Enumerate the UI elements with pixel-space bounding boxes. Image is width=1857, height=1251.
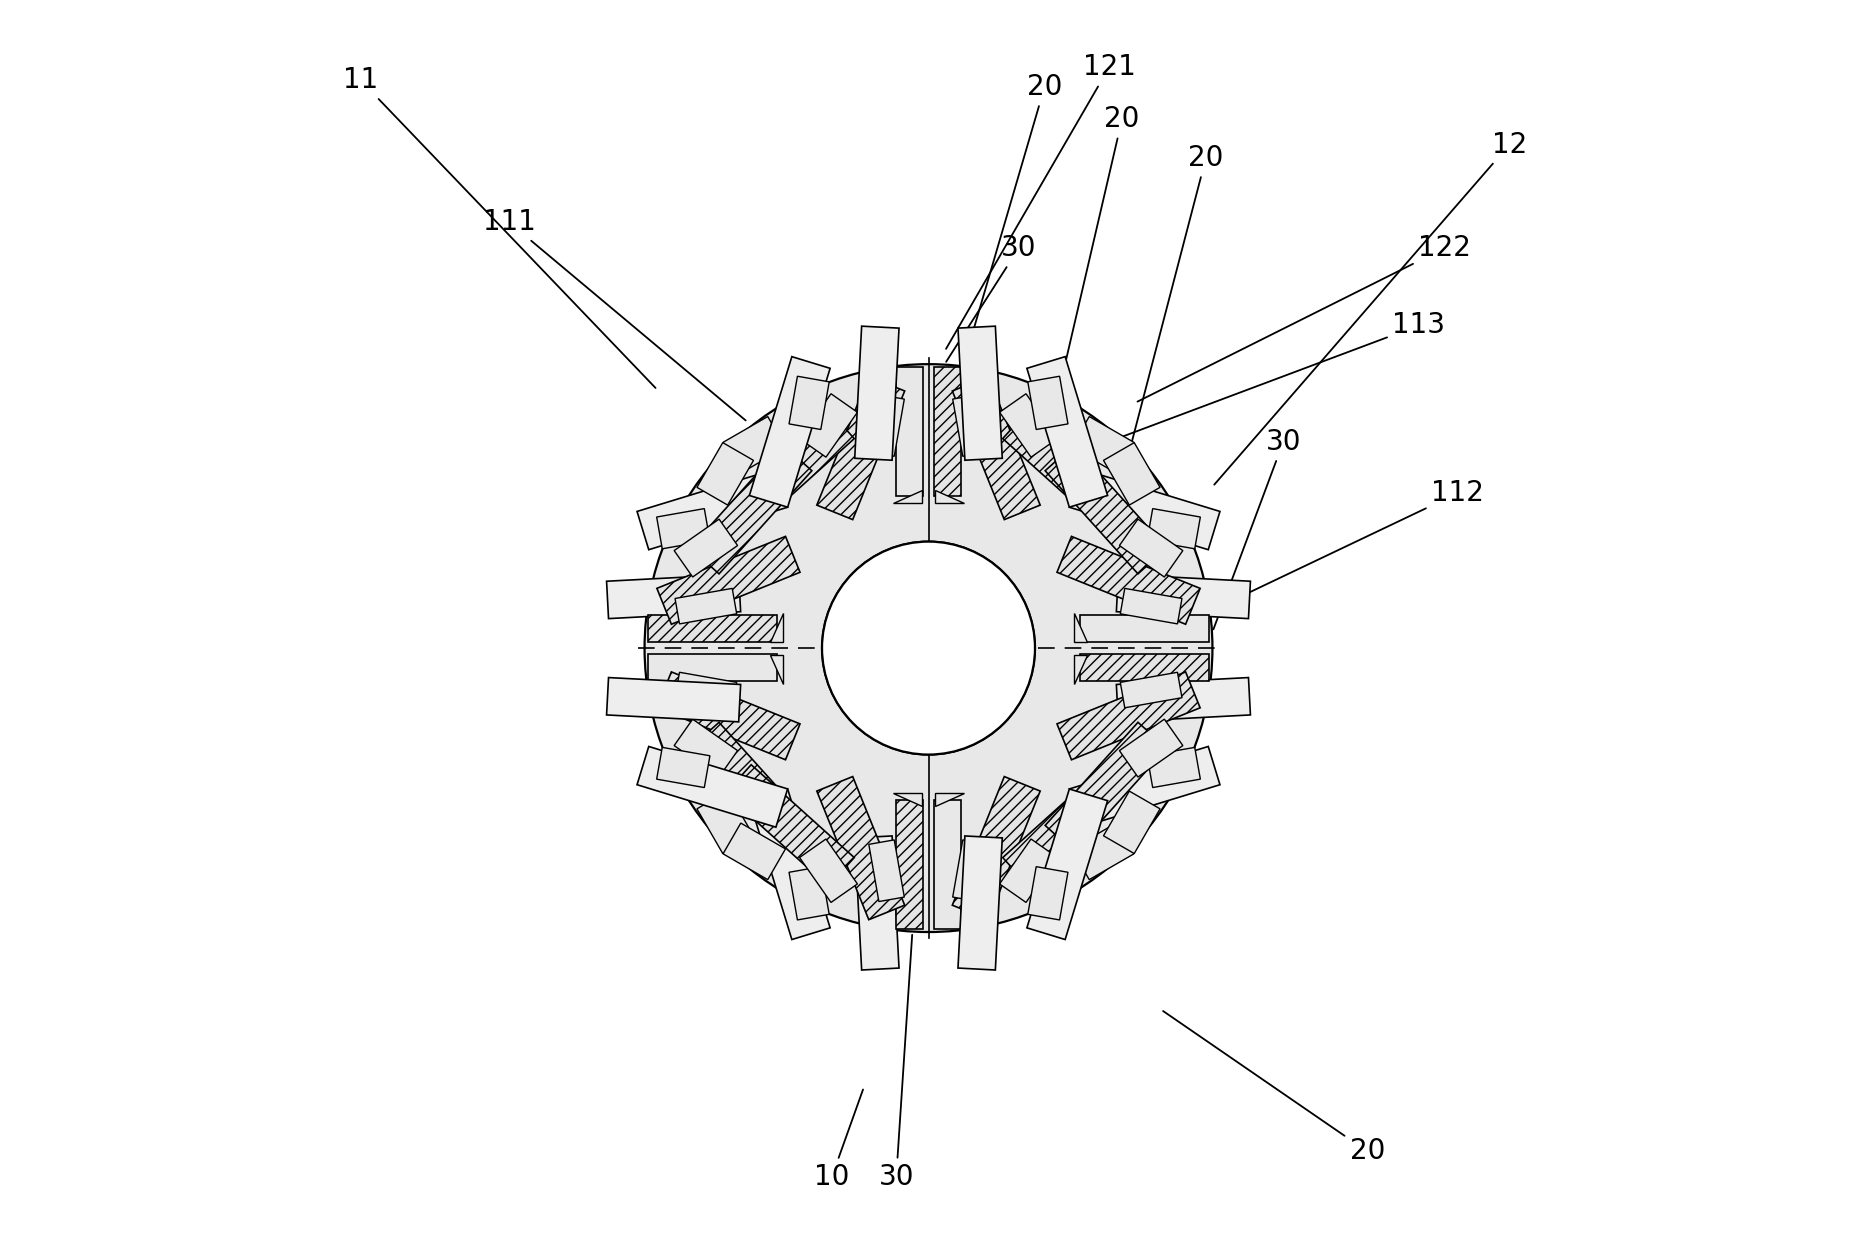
Polygon shape	[953, 777, 1040, 919]
Polygon shape	[607, 574, 741, 618]
Text: 113: 113	[1112, 311, 1445, 440]
Polygon shape	[1070, 469, 1220, 549]
Polygon shape	[800, 839, 858, 902]
Circle shape	[823, 542, 1034, 754]
Polygon shape	[1027, 377, 1068, 429]
Polygon shape	[1120, 519, 1183, 577]
Polygon shape	[1103, 791, 1161, 853]
Text: 112: 112	[1188, 479, 1484, 620]
Text: 111: 111	[483, 208, 747, 420]
Polygon shape	[854, 327, 899, 460]
Polygon shape	[607, 678, 741, 722]
Polygon shape	[800, 394, 858, 457]
Polygon shape	[817, 777, 904, 919]
Polygon shape	[1120, 672, 1181, 708]
Polygon shape	[1045, 722, 1166, 852]
Polygon shape	[1003, 410, 1131, 532]
Polygon shape	[789, 867, 830, 919]
Polygon shape	[953, 839, 988, 902]
Polygon shape	[1045, 445, 1166, 574]
Polygon shape	[869, 394, 904, 457]
Polygon shape	[1148, 509, 1200, 549]
Polygon shape	[817, 377, 904, 519]
Polygon shape	[934, 490, 964, 503]
Polygon shape	[854, 836, 899, 970]
Polygon shape	[657, 672, 800, 759]
Polygon shape	[1057, 537, 1200, 624]
Polygon shape	[750, 357, 830, 507]
Polygon shape	[895, 368, 923, 497]
Polygon shape	[1027, 357, 1107, 507]
Polygon shape	[676, 588, 737, 624]
Polygon shape	[637, 747, 787, 827]
Polygon shape	[958, 327, 1003, 460]
Circle shape	[644, 364, 1213, 932]
Polygon shape	[1120, 719, 1183, 777]
Polygon shape	[696, 443, 754, 505]
Polygon shape	[934, 793, 964, 806]
Polygon shape	[726, 410, 854, 532]
Polygon shape	[674, 719, 737, 777]
Polygon shape	[657, 747, 709, 788]
Polygon shape	[893, 793, 923, 806]
Text: 20: 20	[1129, 144, 1224, 452]
Polygon shape	[1070, 747, 1220, 827]
Polygon shape	[934, 368, 962, 497]
Polygon shape	[691, 445, 812, 574]
Polygon shape	[771, 654, 784, 683]
Text: 20: 20	[1058, 105, 1140, 394]
Polygon shape	[1103, 443, 1161, 505]
Polygon shape	[1148, 747, 1200, 788]
Polygon shape	[676, 672, 737, 708]
Polygon shape	[895, 799, 923, 928]
Polygon shape	[1081, 654, 1209, 681]
Polygon shape	[1057, 672, 1200, 759]
Text: 30: 30	[1213, 428, 1302, 629]
Text: 122: 122	[1138, 234, 1471, 402]
Polygon shape	[953, 377, 1040, 519]
Text: 121: 121	[945, 54, 1136, 349]
Text: 11: 11	[344, 66, 656, 388]
Polygon shape	[1073, 613, 1086, 642]
Polygon shape	[1071, 823, 1135, 879]
Text: 12: 12	[1214, 131, 1526, 484]
Polygon shape	[722, 417, 786, 473]
Text: 10: 10	[813, 1090, 864, 1191]
Polygon shape	[1003, 764, 1131, 887]
Polygon shape	[999, 839, 1057, 902]
Polygon shape	[637, 469, 787, 549]
Polygon shape	[648, 615, 776, 642]
Polygon shape	[1027, 789, 1107, 940]
Polygon shape	[789, 377, 830, 429]
Polygon shape	[1120, 588, 1181, 624]
Text: 20: 20	[1162, 1011, 1385, 1166]
Polygon shape	[958, 836, 1003, 970]
Polygon shape	[1116, 574, 1250, 618]
Polygon shape	[893, 490, 923, 503]
Polygon shape	[674, 519, 737, 577]
Polygon shape	[1116, 678, 1250, 722]
Polygon shape	[869, 839, 904, 902]
Polygon shape	[1027, 867, 1068, 919]
Polygon shape	[750, 789, 830, 940]
Polygon shape	[934, 799, 962, 928]
Polygon shape	[1073, 654, 1086, 683]
Polygon shape	[657, 509, 709, 549]
Text: 20: 20	[967, 73, 1062, 349]
Circle shape	[823, 542, 1034, 754]
Polygon shape	[722, 823, 786, 879]
Polygon shape	[657, 537, 800, 624]
Text: 30: 30	[945, 234, 1036, 362]
Polygon shape	[691, 722, 812, 852]
Text: 30: 30	[878, 934, 914, 1191]
Polygon shape	[1071, 417, 1135, 473]
Polygon shape	[696, 791, 754, 853]
Polygon shape	[953, 394, 988, 457]
Polygon shape	[771, 613, 784, 642]
Polygon shape	[726, 764, 854, 887]
Polygon shape	[648, 654, 776, 681]
Polygon shape	[1081, 615, 1209, 642]
Polygon shape	[999, 394, 1057, 457]
